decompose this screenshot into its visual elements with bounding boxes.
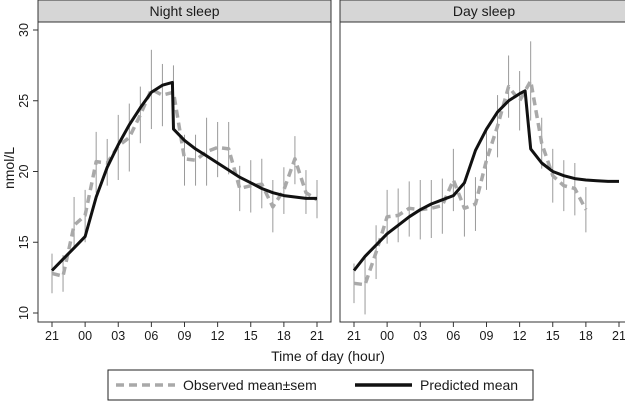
panel-night-sleep: Night sleep [37,0,332,323]
y-tick-label: 10 [17,306,31,320]
panel-day-sleep: Day sleep [339,0,625,323]
x-tick-label: 09 [480,329,494,343]
x-tick-label: 21 [45,329,59,343]
legend: Observed mean±sem Predicted mean [107,369,534,401]
x-tick-label: 15 [546,329,560,343]
x-axes: 21 00 03 06 09 12 15 18 21 21 00 03 06 09 12 15 18 21 [45,322,625,343]
x-tick-label: 18 [277,329,291,343]
predicted-mean-line [352,89,619,272]
x-tick-label: 18 [579,329,593,343]
panel-title: Night sleep [149,3,219,19]
x-tick-label: 03 [413,329,427,343]
y-tick-label: 30 [17,23,31,37]
x-tick-label: 03 [111,329,125,343]
y-axis: 10 15 20 25 30 [17,23,38,320]
y-axis-title: nmol/L [1,147,17,189]
plot-area [339,21,625,323]
legend-label-observed: Observed mean±sem [183,377,317,393]
x-tick-label: 21 [612,329,625,343]
x-tick-label: 12 [513,329,527,343]
x-tick-label: 09 [178,329,192,343]
x-tick-label: 00 [380,329,394,343]
x-tick-label: 21 [310,329,324,343]
x-tick-label: 06 [144,329,158,343]
panel-title: Day sleep [453,3,515,19]
legend-label-predicted: Predicted mean [420,377,518,393]
predicted-mean-line [50,80,317,272]
x-axis-title: Time of day (hour) [271,348,385,364]
y-tick-label: 15 [17,235,31,249]
y-tick-label: 20 [17,165,31,179]
observed-mean-line [51,87,318,278]
x-tick-label: 00 [78,329,92,343]
x-tick-label: 06 [446,329,460,343]
legend-box [107,369,534,401]
x-tick-label: 21 [347,329,361,343]
x-tick-label: 15 [244,329,258,343]
y-tick-label: 25 [17,94,31,108]
x-tick-label: 12 [211,329,225,343]
